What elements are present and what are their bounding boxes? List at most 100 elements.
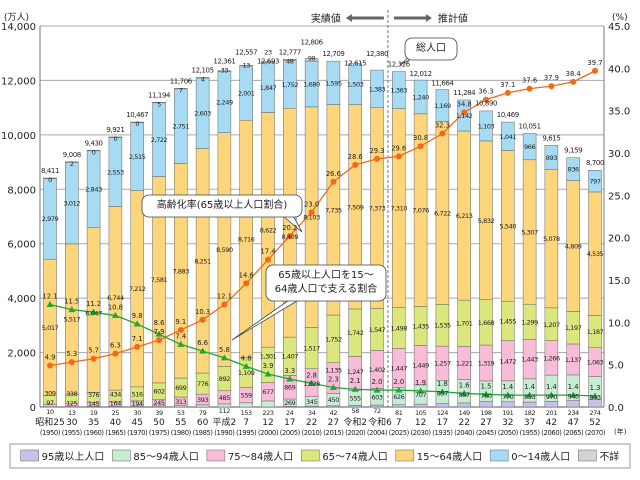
total-label: 12,326 [388,61,411,69]
legend-label: 95歳以上人口 [42,451,105,463]
bar-value-label: 776 [197,380,208,388]
line-value-label: 37.9 [544,74,559,82]
bar-value-label: 707 [415,391,426,399]
bar-value-label: 516 [132,390,143,398]
bar-value-label: 836 [568,166,579,174]
total-label: 12,806 [301,38,324,46]
bar-value-label: 393 [197,396,208,404]
x-tick-year: (1955) [62,429,83,437]
right-tick-label: 25.0 [608,191,630,202]
line-value-label: 8.6 [154,319,165,327]
total-label: 9,008 [63,151,81,159]
bar-segment [152,102,166,104]
x-tick-year: (1950) [40,429,61,437]
line-point [133,320,141,327]
line-value-label: 11.2 [86,300,101,308]
bar-segment [43,177,57,179]
bar-value-label: 0 [135,120,139,128]
bar-value-label: 699 [175,384,186,392]
x-tick-year: (2065) [563,429,584,437]
bar-value-label: 1,668 [478,319,495,327]
line-value-label: 10.8 [108,304,123,312]
aging-rate-callout-box [141,194,303,218]
line-value-label: 10.3 [195,308,210,316]
bar-value-label: 677 [262,388,273,396]
total-label: 10,890 [475,100,497,108]
total-label: 8,411 [41,167,59,175]
line-value-label: 5.8 [219,346,230,354]
bar-value-label: 7,373 [369,205,386,213]
lines-layer [46,67,599,399]
bar-value-label: 1,109 [238,369,255,377]
line-point [329,384,337,391]
bar-segment [261,400,275,408]
line-point [352,161,359,168]
bar-value-label: 8,251 [194,257,211,265]
bar-segment [130,121,144,123]
line-point [265,256,271,263]
right-tick-label: 20.0 [608,234,630,245]
line-point [68,306,76,313]
total-population-callout-text: 総人口 [416,41,446,54]
bar-value-label: 8,622 [260,226,277,234]
line-point [90,355,97,362]
line-point [286,375,294,382]
bar-value-label: 269 [284,399,295,407]
total-label: 10,469 [497,111,519,119]
bar-value-label: 1,752 [281,81,298,89]
line-point [395,153,402,160]
bar-value-label: 39 [155,409,163,417]
left-tick-label: 2,000 [7,349,36,360]
line-value-label: 1.3 [590,384,601,392]
line-value-label: 1.6 [459,381,470,389]
bar-value-label: 33 [221,67,229,75]
line-value-label: 4.8 [241,354,252,362]
bar-value-label: 1,103 [478,122,495,130]
bar-value-label: 164 [110,400,121,408]
bar-value-label: 5,517 [63,315,80,323]
bar-segment [522,133,537,161]
bar-value-label: 24 [286,409,294,417]
line-point [47,362,53,369]
line-value-label: 1.9 [415,379,426,387]
x-tick-label: 50 [153,418,165,428]
line-value-label: 20.2 [282,224,297,232]
bar-value-label: 843 [589,394,600,402]
x-tick-label: 35 [88,418,99,428]
line-value-label: 1.8 [437,380,448,388]
legend-swatch [489,449,509,462]
bar-segment [326,60,341,105]
line-value-label: 26.6 [326,170,341,178]
bar-value-label: 2,843 [85,186,102,194]
line-value-label: 23.0 [304,200,319,208]
line-value-label: 17.4 [260,248,275,256]
left-tick-label: 0 [30,403,36,414]
x-tick-label: 17 [284,418,295,428]
x-tick-year: (1980) [171,429,192,437]
line-value-label: 1.4 [502,383,513,391]
bar-segment [435,403,450,408]
bar-value-label: 1,363 [390,87,407,95]
line-point [373,386,381,393]
bar-value-label: 376 [88,391,99,399]
bar-segment [174,88,188,90]
right-tick-label: 10.0 [608,318,630,329]
bar-value-label: 2,001 [238,90,255,98]
line-value-label: 12.1 [42,293,57,301]
bar-value-label: 1,028 [303,380,320,388]
bar-value-label: 1,319 [478,359,495,367]
line-point [591,392,599,399]
bar-segment [283,59,297,61]
x-tick-year: (2040) [454,429,475,437]
line-value-label: 11.5 [64,298,79,306]
line-point [177,340,185,347]
bar-value-label: 153 [241,409,252,417]
x-tick-year: (2030) [410,429,431,437]
line-point [395,386,403,393]
line-value-label: 1.4 [568,383,579,391]
bar-value-label: 1,742 [347,329,364,337]
line-point [417,387,425,394]
x-tick-label: 令和6 [368,416,392,428]
line-point [526,391,534,398]
